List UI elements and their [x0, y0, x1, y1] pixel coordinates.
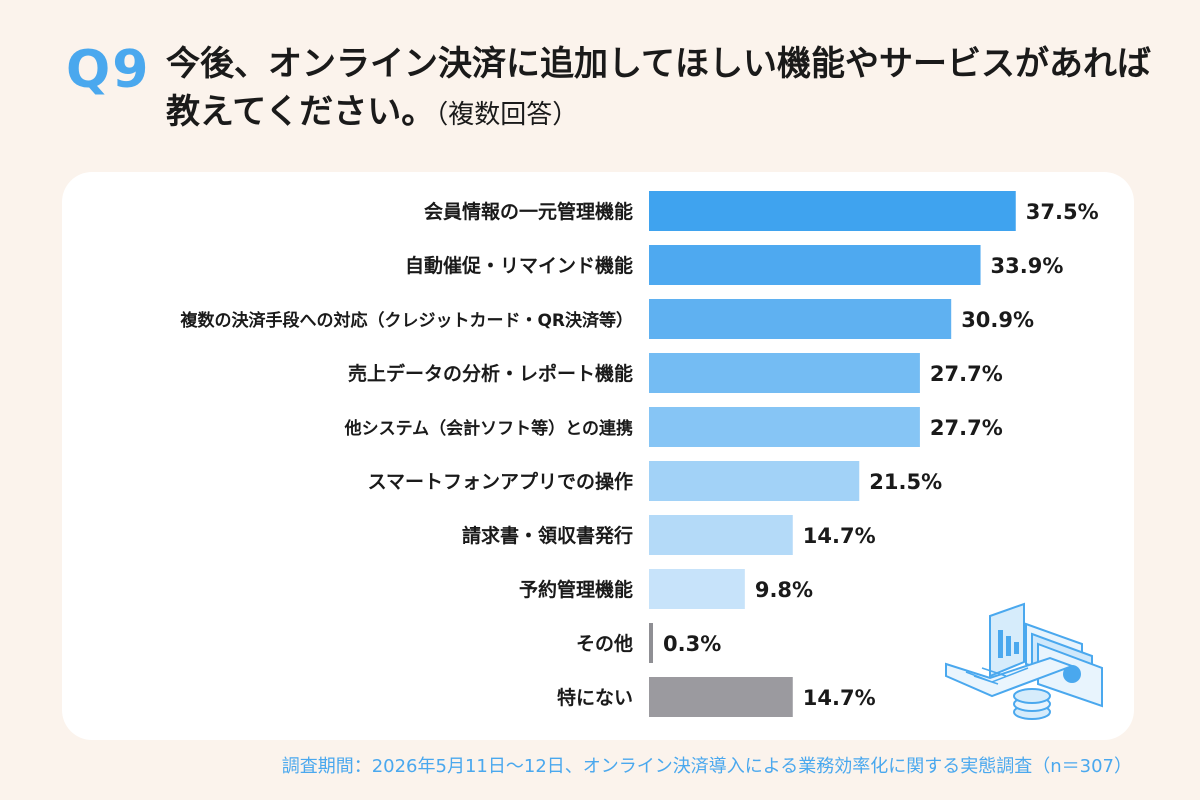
- question-title: 今後、オンライン決済に追加してほしい機能やサービスがあれば教えてください。（複数…: [166, 40, 1166, 139]
- bar: [649, 677, 793, 717]
- bar: [649, 299, 952, 339]
- bar: [649, 569, 745, 609]
- bar: [649, 245, 981, 285]
- category-label: 会員情報の一元管理機能: [424, 200, 633, 223]
- category-label: その他: [576, 632, 633, 655]
- category-label: 予約管理機能: [519, 578, 633, 601]
- survey-footnote: 調査期間：2026年5月11日〜12日、オンライン決済導入による業務効率化に関す…: [281, 756, 1132, 777]
- value-label: 37.5%: [1026, 200, 1099, 224]
- bar: [649, 353, 920, 393]
- question-number: Q9: [66, 40, 151, 100]
- question-text: 今後、オンライン決済に追加してほしい機能やサービスがあれば教えてください。: [166, 44, 1151, 132]
- category-label: 他システム（会計ソフト等）との連携: [344, 418, 633, 439]
- value-label: 9.8%: [755, 578, 813, 602]
- category-label: 請求書・領収書発行: [462, 524, 633, 547]
- bar: [649, 407, 920, 447]
- value-label: 0.3%: [663, 632, 721, 656]
- category-label: 売上データの分析・レポート機能: [348, 362, 633, 385]
- bar: [649, 515, 793, 555]
- value-label: 30.9%: [961, 308, 1034, 332]
- category-label: 自動催促・リマインド機能: [405, 254, 633, 277]
- bar-chart: 会員情報の一元管理機能 37.5% 自動催促・リマインド機能 33.9% 複数の決済手段…: [179, 191, 1103, 720]
- value-label: 14.7%: [803, 686, 876, 710]
- chart-card: 会員情報の一元管理機能 37.5% 自動催促・リマインド機能 33.9% 複数の決済手段…: [62, 172, 1134, 740]
- bar: [649, 461, 860, 501]
- bar: [649, 191, 1016, 231]
- value-label: 27.7%: [930, 416, 1003, 440]
- value-label: 21.5%: [869, 470, 942, 494]
- bar: [649, 623, 653, 663]
- category-label: 複数の決済手段への対応（クレジットカード・QR決済等）: [179, 310, 633, 331]
- answer-note: （複数回答）: [435, 100, 579, 130]
- value-label: 14.7%: [803, 524, 876, 548]
- value-label: 27.7%: [930, 362, 1003, 386]
- category-label: スマートフォンアプリでの操作: [368, 470, 633, 493]
- value-label: 33.9%: [991, 254, 1064, 278]
- category-label: 特にない: [557, 687, 633, 709]
- laptop-payment-illustration: [945, 602, 1103, 720]
